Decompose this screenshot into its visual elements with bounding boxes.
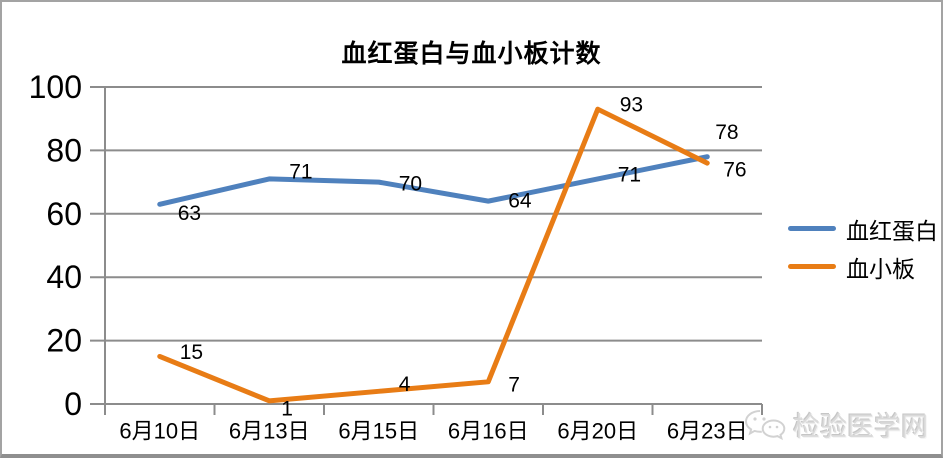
- data-label-platelet: 4: [399, 373, 411, 396]
- data-label-hemoglobin: 71: [618, 163, 641, 186]
- legend: 血红蛋白 血小板: [788, 214, 938, 290]
- legend-item-platelet: 血小板: [788, 252, 938, 282]
- y-axis-label: 0: [64, 386, 82, 422]
- x-axis-label: 6月16日: [448, 419, 529, 444]
- x-axis-label: 6月20日: [557, 419, 638, 444]
- data-label-platelet: 1: [281, 397, 293, 420]
- platelet-line-swatch: [788, 264, 836, 269]
- data-label-platelet: 76: [723, 159, 746, 182]
- data-label-platelet: 93: [620, 94, 643, 117]
- legend-item-hemoglobin: 血红蛋白: [788, 214, 938, 244]
- x-axis-label: 6月23日: [667, 419, 748, 444]
- chart-title: 血红蛋白与血小板计数: [341, 40, 602, 68]
- series-line-platelet: [157, 106, 710, 404]
- data-label-hemoglobin: 78: [715, 121, 738, 144]
- data-label-hemoglobin: 71: [289, 160, 312, 183]
- x-axis-label: 6月10日: [119, 419, 200, 444]
- data-label-hemoglobin: 64: [508, 190, 532, 213]
- y-axis-label: 40: [46, 259, 82, 295]
- x-axis-label: 6月15日: [338, 419, 419, 444]
- data-label-hemoglobin: 63: [178, 202, 201, 225]
- data-label-platelet: 15: [180, 341, 203, 364]
- y-axis-label: 100: [29, 69, 82, 105]
- series-line-hemoglobin: [157, 154, 710, 207]
- x-axis-label: 6月13日: [229, 419, 310, 444]
- y-axis-label: 60: [46, 196, 82, 232]
- data-label-hemoglobin: 70: [399, 173, 422, 196]
- y-axis-label: 20: [46, 323, 82, 359]
- hemoglobin-line-swatch: [788, 226, 836, 231]
- y-axis-label: 80: [46, 132, 82, 168]
- data-label-platelet: 7: [508, 373, 520, 396]
- legend-label-platelet: 血小板: [846, 255, 915, 282]
- legend-label-hemoglobin: 血红蛋白: [846, 217, 938, 244]
